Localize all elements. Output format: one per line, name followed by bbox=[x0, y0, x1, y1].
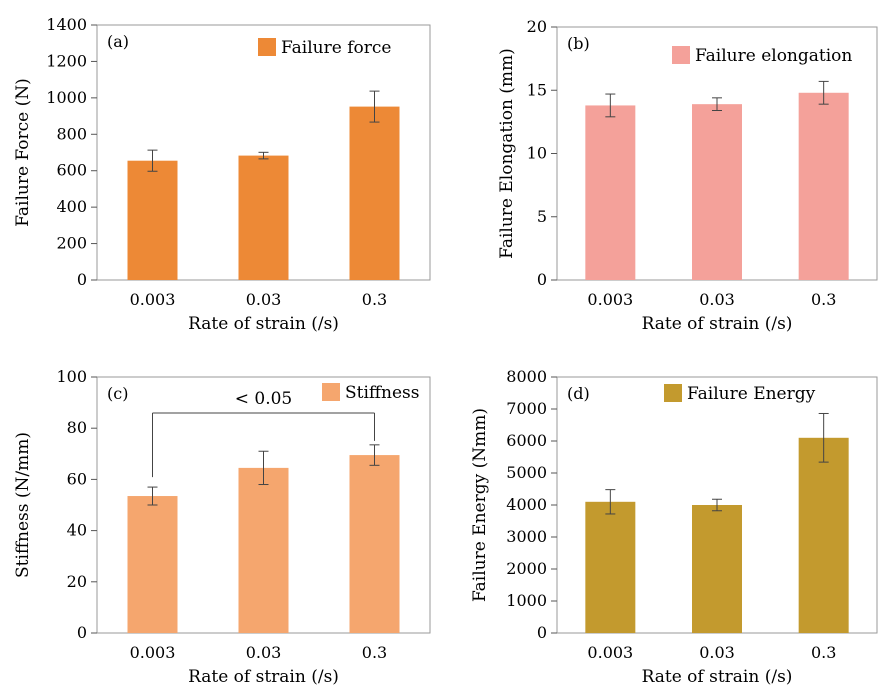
x-axis-title: Rate of strain (/s) bbox=[642, 667, 793, 687]
x-tick-label: 0.003 bbox=[587, 290, 633, 309]
legend-swatch bbox=[258, 38, 276, 56]
panel-label: (c) bbox=[107, 384, 128, 403]
x-tick-label: 0.003 bbox=[130, 643, 176, 662]
y-tick-label: 800 bbox=[56, 124, 87, 143]
panel-label: (b) bbox=[567, 34, 590, 53]
y-axis-title: Failure Elongation (mm) bbox=[497, 48, 517, 259]
y-tick-label: 7000 bbox=[506, 399, 547, 418]
y-axis-title: Stiffness (N/mm) bbox=[13, 432, 33, 578]
y-tick-label: 60 bbox=[67, 469, 87, 488]
x-tick-label: 0.003 bbox=[587, 643, 633, 662]
legend-label: Failure Energy bbox=[687, 384, 816, 404]
x-tick-label: 0.3 bbox=[811, 290, 836, 309]
y-tick-label: 10 bbox=[527, 144, 547, 163]
x-tick-label: 0.03 bbox=[246, 643, 282, 662]
y-tick-label: 0 bbox=[77, 623, 87, 642]
y-tick-label: 1200 bbox=[46, 51, 87, 70]
y-tick-label: 80 bbox=[67, 418, 87, 437]
y-tick-label: 40 bbox=[67, 521, 87, 540]
chart-panel-3: 0 20 40 60 80 100 0.003 0.03 0.3 Rate of strain (… bbox=[13, 367, 431, 687]
legend-swatch bbox=[322, 383, 340, 401]
x-tick-label: 0.03 bbox=[699, 290, 735, 309]
chart-panel-2: 0 5 10 15 20 0.003 0.03 0.3 Rate of strain (/s) F… bbox=[497, 17, 878, 334]
legend: Failure force bbox=[258, 38, 391, 58]
y-tick-label: 200 bbox=[56, 234, 87, 253]
y-tick-label: 0 bbox=[77, 270, 87, 289]
y-tick-label: 0 bbox=[537, 623, 547, 642]
y-tick-label: 5000 bbox=[506, 463, 547, 482]
x-axis-title: Rate of strain (/s) bbox=[642, 314, 793, 334]
bar bbox=[692, 104, 742, 280]
x-tick-label: 0.3 bbox=[362, 290, 387, 309]
bar bbox=[238, 155, 289, 280]
bar bbox=[349, 455, 400, 633]
x-tick-label: 0.03 bbox=[699, 643, 735, 662]
bar bbox=[692, 505, 742, 633]
significance-bracket: < 0.05 bbox=[152, 389, 375, 478]
y-tick-label: 3000 bbox=[506, 527, 547, 546]
bar bbox=[798, 437, 849, 633]
x-axis-title: Rate of strain (/s) bbox=[188, 667, 339, 687]
y-tick-label: 5 bbox=[537, 207, 547, 226]
bar bbox=[585, 501, 636, 633]
y-tick-label: 0 bbox=[537, 270, 547, 289]
legend: Stiffness bbox=[322, 383, 419, 403]
x-tick-label: 0.3 bbox=[811, 643, 836, 662]
x-tick-label: 0.003 bbox=[130, 290, 176, 309]
bar bbox=[798, 92, 849, 280]
y-tick-label: 400 bbox=[56, 197, 87, 216]
y-tick-label: 4000 bbox=[506, 495, 547, 514]
y-axis-title: Failure Energy (Nmm) bbox=[470, 408, 490, 602]
y-tick-label: 2000 bbox=[506, 559, 547, 578]
y-tick-label: 15 bbox=[527, 80, 547, 99]
bar bbox=[127, 496, 178, 633]
y-tick-label: 600 bbox=[56, 161, 87, 180]
legend: Failure elongation bbox=[672, 46, 852, 66]
y-tick-label: 20 bbox=[67, 572, 87, 591]
bar bbox=[349, 106, 400, 280]
panel-label: (d) bbox=[567, 384, 590, 403]
chart-panel-4: 0 1000 2000 3000 4000 5000 6000 7000 8000 0.003 0.… bbox=[470, 367, 878, 687]
chart-panel-1: 0 200 400 600 800 1000 1200 1400 0.003 0.03 0.3 Rat… bbox=[13, 15, 431, 334]
legend-label: Stiffness bbox=[345, 383, 419, 403]
legend-swatch bbox=[672, 46, 690, 64]
panel-label: (a) bbox=[107, 32, 129, 51]
x-tick-label: 0.3 bbox=[362, 643, 387, 662]
x-axis-title: Rate of strain (/s) bbox=[188, 314, 339, 334]
bar bbox=[127, 160, 178, 280]
bar bbox=[585, 105, 636, 281]
legend-label: Failure elongation bbox=[695, 46, 852, 66]
y-tick-label: 20 bbox=[527, 17, 547, 36]
legend: Failure Energy bbox=[664, 384, 816, 404]
x-tick-label: 0.03 bbox=[246, 290, 282, 309]
y-tick-label: 1000 bbox=[506, 591, 547, 610]
bar bbox=[238, 467, 289, 633]
y-tick-label: 6000 bbox=[506, 431, 547, 450]
y-tick-label: 8000 bbox=[506, 367, 547, 386]
y-tick-label: 100 bbox=[56, 367, 87, 386]
significance-label: < 0.05 bbox=[235, 389, 293, 409]
legend-label: Failure force bbox=[281, 38, 391, 58]
y-tick-label: 1000 bbox=[46, 88, 87, 107]
y-tick-label: 1400 bbox=[46, 15, 87, 34]
y-axis-title: Failure Force (N) bbox=[13, 78, 33, 227]
legend-swatch bbox=[664, 384, 682, 402]
